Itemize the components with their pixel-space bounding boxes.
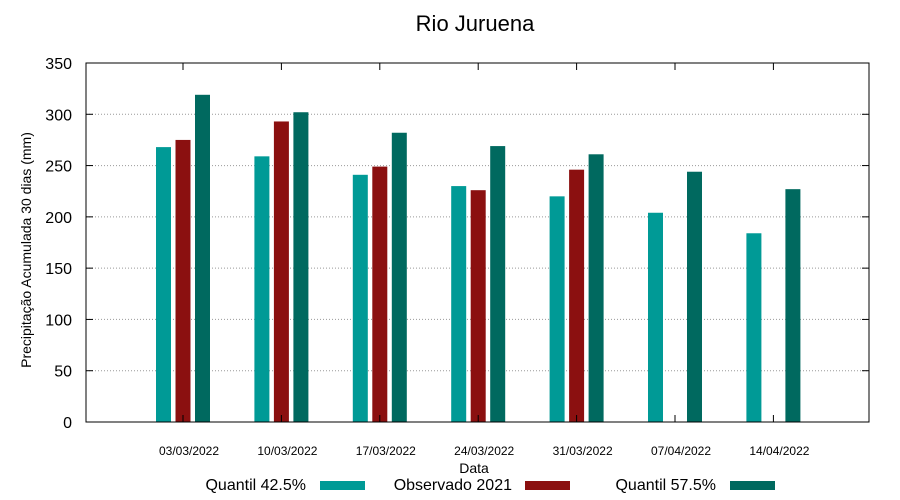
- x-tick-label: 03/03/2022: [159, 444, 219, 458]
- x-tick-label: 07/04/2022: [651, 444, 711, 458]
- legend-label: Observado 2021: [394, 477, 512, 494]
- bar: [195, 94, 210, 422]
- y-tick-label: 300: [45, 107, 72, 124]
- y-tick-label: 100: [45, 312, 72, 329]
- x-axis-ticks: 03/03/2022 10/03/2022 17/03/2022 24/03/2022…: [159, 63, 810, 458]
- bar: [156, 147, 171, 422]
- legend-swatch: [320, 481, 365, 490]
- legend-label: Quantil 42.5%: [205, 477, 306, 494]
- bar: [470, 190, 486, 422]
- bar: [175, 139, 191, 422]
- x-tick-label: 31/03/2022: [553, 444, 613, 458]
- plot-frame: [85, 62, 870, 423]
- bar: [352, 174, 368, 422]
- y-axis-ticks: 0 50 100 150 200 250 300 350: [45, 56, 869, 432]
- y-axis-label: Precipitação Acumulada 30 dias (mm): [18, 132, 34, 368]
- bar: [391, 132, 407, 422]
- y-tick-label: 0: [63, 415, 72, 432]
- bar: [372, 166, 388, 422]
- bar: [648, 212, 663, 422]
- x-tick-label: 17/03/2022: [356, 444, 416, 458]
- bar: [588, 154, 604, 422]
- y-tick-label: 50: [54, 364, 72, 381]
- bar: [293, 112, 309, 422]
- legend-label: Quantil 57.5%: [615, 477, 716, 494]
- x-axis-label: Data: [459, 460, 489, 476]
- legend: Quantil 42.5% Observado 2021 Quantil 57.5%: [205, 477, 775, 494]
- bar: [785, 189, 801, 422]
- bar: [490, 146, 506, 422]
- legend-swatch: [730, 481, 775, 490]
- bar: [746, 233, 762, 422]
- bar: [687, 171, 702, 422]
- bar: [451, 186, 467, 422]
- x-tick-label: 10/03/2022: [257, 444, 317, 458]
- bar: [569, 169, 585, 422]
- bar: [254, 156, 270, 422]
- y-tick-label: 250: [45, 159, 72, 176]
- y-tick-label: 350: [45, 56, 72, 73]
- bars: [156, 94, 801, 423]
- x-tick-label: 24/03/2022: [454, 444, 514, 458]
- x-tick-label: 14/04/2022: [749, 444, 809, 458]
- y-tick-label: 150: [45, 261, 72, 278]
- chart-title: Rio Juruena: [416, 11, 535, 36]
- legend-swatch: [525, 481, 570, 490]
- bar: [549, 196, 565, 422]
- y-tick-label: 200: [45, 210, 72, 227]
- bar: [273, 121, 289, 423]
